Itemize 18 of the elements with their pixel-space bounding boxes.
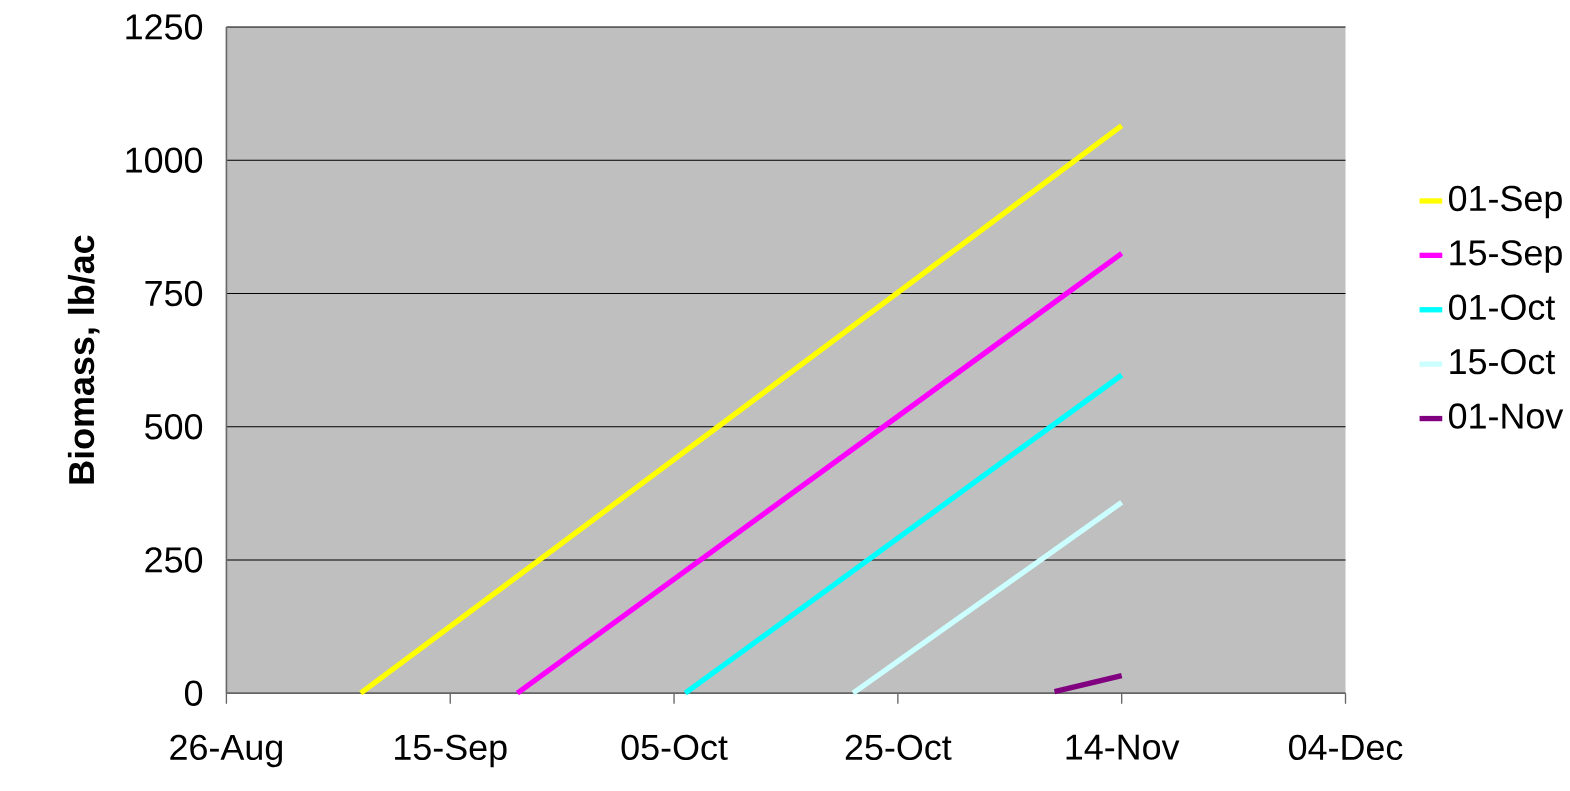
x-tick-label: 04-Dec (1289, 734, 1403, 761)
x-tick-label: 14-Nov (1066, 734, 1180, 760)
legend-label: 01-Sep (1448, 185, 1562, 219)
y-tick-label: 500 (145, 414, 203, 440)
y-tick-label: 750 (145, 280, 203, 307)
x-tick-label: 25-Oct (845, 734, 952, 761)
x-tick-label: 05-Oct (621, 734, 728, 761)
y-tick-label: 250 (145, 547, 203, 573)
legend-label: 15-Sep (1450, 240, 1562, 273)
x-tick-label: 26-Aug (170, 734, 282, 768)
legend-label: 01-Nov (1448, 403, 1564, 429)
x-tick-label: 15-Sep (395, 734, 507, 768)
legend-label: 01-Oct (1448, 294, 1556, 320)
y-tick-label: 0 (184, 680, 203, 706)
legend-label: 15-Oct (1450, 348, 1556, 375)
y-axis-title: Biomass, lb/ac (67, 235, 100, 484)
y-tick-label: 1000 (126, 147, 203, 173)
y-tick-label: 1250 (126, 14, 203, 40)
